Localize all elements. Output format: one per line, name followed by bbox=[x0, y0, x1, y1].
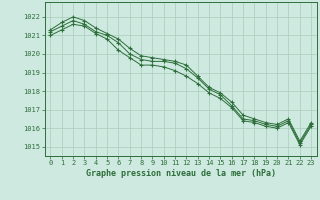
X-axis label: Graphe pression niveau de la mer (hPa): Graphe pression niveau de la mer (hPa) bbox=[86, 169, 276, 178]
